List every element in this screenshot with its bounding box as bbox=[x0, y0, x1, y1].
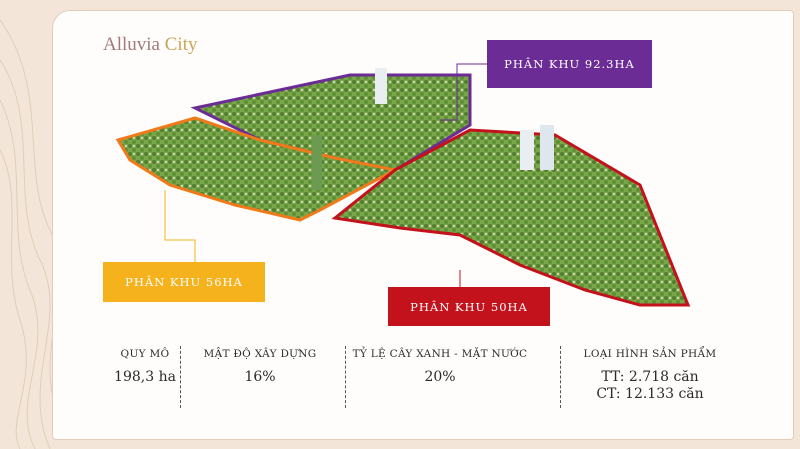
stat-scale: QUY MÔ 198,3 ha bbox=[114, 348, 176, 385]
divider bbox=[180, 346, 181, 408]
zone-56ha-area[interactable] bbox=[115, 116, 400, 222]
divider bbox=[345, 346, 346, 408]
zone-label-56ha[interactable]: PHÂN KHU 56HA bbox=[103, 262, 265, 302]
tower bbox=[520, 130, 534, 170]
divider bbox=[560, 346, 561, 408]
stat-product-types: LOẠI HÌNH SẢN PHẨM TT: 2.718 căn CT: 12.… bbox=[583, 348, 717, 402]
leader-line-92ha bbox=[440, 63, 487, 121]
leader-line-56ha bbox=[164, 190, 196, 262]
brand-logo: Alluvia City bbox=[103, 34, 198, 55]
tower bbox=[540, 125, 554, 170]
zone-label-92ha[interactable]: PHÂN KHU 92.3HA bbox=[487, 40, 652, 88]
stat-green-ratio: TỶ LỆ CÂY XANH - MẶT NƯỚC 20% bbox=[352, 348, 528, 385]
stat-density: MẬT ĐỘ XÂY DỰNG 16% bbox=[203, 348, 317, 385]
zone-label-50ha[interactable]: PHÂN KHU 50HA bbox=[388, 287, 550, 326]
tower bbox=[312, 135, 322, 190]
tower bbox=[375, 68, 387, 104]
